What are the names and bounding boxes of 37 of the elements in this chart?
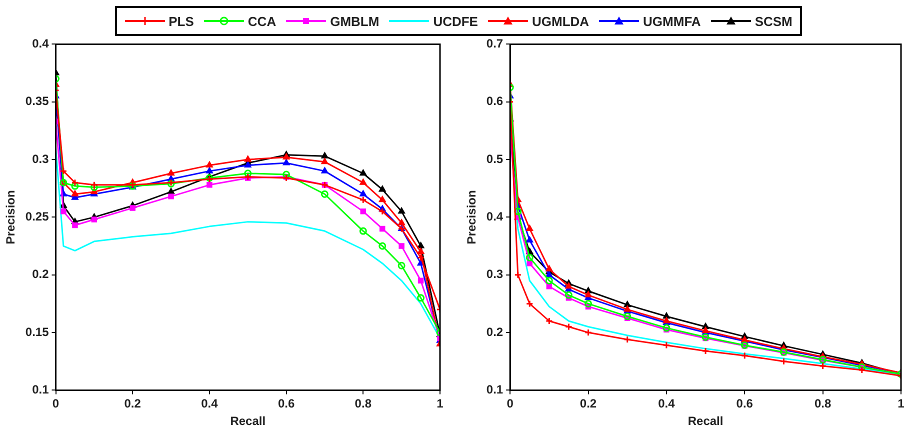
x-tick-label: 0.8 (814, 396, 832, 411)
y-tick-label: 0.3 (486, 267, 504, 282)
y-tick-label: 0.6 (486, 94, 504, 108)
legend-label: CCA (248, 14, 276, 28)
legend-label: GMBLM (330, 14, 380, 28)
y-tick-label: 0.2 (486, 324, 504, 339)
x-tick-label: 0.8 (354, 396, 372, 411)
legend-label: SCSM (754, 14, 792, 28)
y-tick-label: 0.5 (486, 152, 504, 166)
y-tick-label: 0.35 (25, 94, 50, 108)
x-tick-label: 0.2 (124, 396, 142, 411)
x-tick-label: 0.4 (658, 396, 676, 411)
x-axis-title: Recall (688, 414, 724, 428)
x-tick-label: 0 (52, 396, 60, 411)
y-tick-label: 0.15 (25, 324, 50, 339)
x-tick-label: 0 (506, 396, 514, 411)
x-tick-label: 1 (436, 396, 444, 411)
x-tick-label: 0.4 (201, 396, 218, 411)
y-axis-title: Precision (464, 190, 479, 244)
legend-label: UGMMFA (643, 14, 701, 28)
x-tick-label: 0.2 (580, 396, 597, 411)
legend-label: PLS (168, 14, 194, 28)
legend-label: UCDFE (433, 14, 478, 28)
y-tick-label: 0.25 (25, 210, 50, 224)
y-tick-label: 0.4 (32, 36, 50, 51)
y-tick-label: 0.1 (32, 382, 50, 397)
y-axis-title: Precision (4, 190, 18, 244)
y-tick-label: 0.3 (32, 152, 50, 166)
y-tick-label: 0.1 (486, 382, 504, 397)
legend-label: UGMLDA (532, 14, 590, 28)
x-tick-label: 0.6 (736, 396, 754, 411)
y-tick-label: 0.4 (486, 210, 504, 224)
y-tick-label: 0.7 (486, 36, 504, 51)
x-axis-title: Recall (230, 414, 266, 428)
x-tick-label: 1 (898, 396, 905, 411)
x-tick-label: 0.6 (278, 396, 295, 411)
y-tick-label: 0.2 (32, 267, 50, 282)
